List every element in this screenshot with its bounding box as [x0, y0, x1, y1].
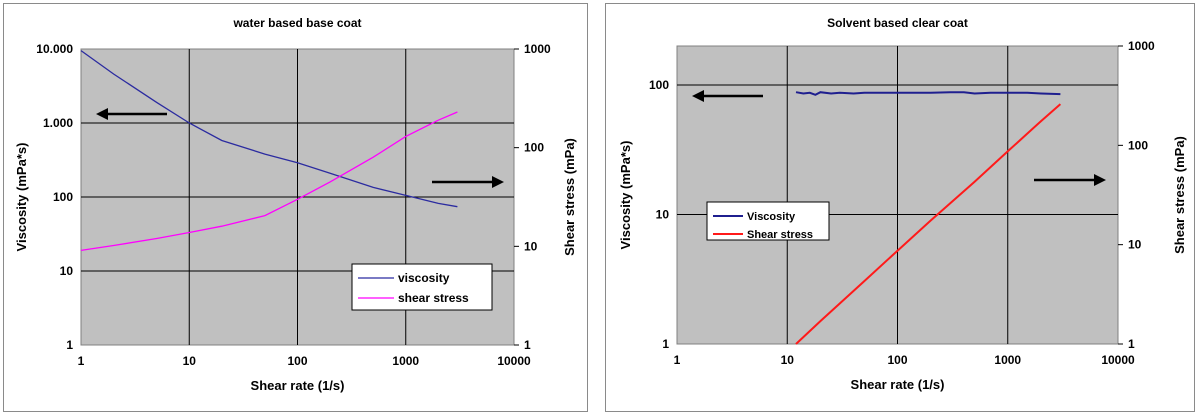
y2-tick-label: 10	[1128, 238, 1142, 252]
chart-title: water based base coat	[232, 16, 361, 30]
arrow-left-head	[96, 108, 108, 120]
y2-tick-label: 10	[524, 239, 538, 253]
y-tick-label: 10.000	[36, 42, 73, 56]
y-tick-label: 1	[66, 338, 73, 352]
y-axis-label: Viscosity (mPa*s)	[14, 143, 29, 252]
x-tick-label: 1000	[392, 354, 419, 368]
chart-title: Solvent based clear coat	[827, 16, 968, 30]
legend-label-viscosity: Viscosity	[747, 211, 796, 223]
y2-axis-label: Shear stress (mPa)	[562, 138, 577, 256]
series-line-shear-stress	[80, 111, 458, 252]
series-line-viscosity	[80, 50, 458, 208]
y2-tick-label: 100	[1128, 138, 1148, 152]
y-tick-label: 10	[60, 264, 74, 278]
y-tick-label: 100	[53, 190, 73, 204]
y2-tick-label: 1000	[1128, 39, 1155, 53]
y-axis-label: Viscosity (mPa*s)	[618, 141, 633, 250]
series-line-viscosity	[795, 91, 1061, 96]
legend-label-viscosity: viscosity	[398, 271, 450, 285]
legend-box	[351, 263, 493, 311]
arrow-right-head	[492, 176, 504, 188]
chart-solvent-based-clear-coat: 1 10 100 1000 10000 1 10 100 1 10 100 1000 Solvent b…	[618, 16, 1187, 392]
y2-tick-label: 1	[524, 338, 531, 352]
x-tick-label: 100	[287, 354, 307, 368]
y-tick-label: 1.000	[43, 116, 73, 130]
x-tick-label: 1000	[994, 353, 1021, 367]
x-tick-label: 10000	[497, 354, 531, 368]
x-tick-label: 100	[887, 353, 907, 367]
arrow-left-head	[692, 90, 704, 102]
x-tick-label: 1	[78, 354, 85, 368]
x-tick-label: 10000	[1101, 353, 1135, 367]
y2-tick-label: 100	[524, 141, 544, 155]
y-tick-label: 100	[649, 78, 669, 92]
x-tick-label: 10	[183, 354, 197, 368]
arrow-right-head	[1094, 174, 1106, 186]
chart-water-based-base-coat: 1 10 100 1000 10000 1 10 100 1.000 10.000 1 10 100 10…	[14, 16, 577, 393]
legend-label-shear-stress: Shear stress	[747, 229, 813, 241]
legend-label-shear-stress: shear stress	[398, 291, 469, 305]
y2-axis-label: Shear stress (mPa)	[1172, 136, 1187, 254]
chart-panel-solvent-based: 1 10 100 1000 10000 1 10 100 1 10 100 1000 Solvent b…	[605, 3, 1195, 412]
y2-tick-label: 1	[1128, 337, 1135, 351]
series-line-shear-stress	[795, 103, 1062, 345]
y-tick-label: 10	[656, 207, 670, 221]
x-tick-label: 1	[674, 353, 681, 367]
chart-panel-water-based: 1 10 100 1000 10000 1 10 100 1.000 10.000 1 10 100 10…	[3, 3, 588, 412]
y2-tick-label: 1000	[524, 42, 551, 56]
x-tick-label: 10	[781, 353, 795, 367]
x-axis-label: Shear rate (1/s)	[251, 378, 345, 393]
x-axis-label: Shear rate (1/s)	[851, 377, 945, 392]
y-tick-label: 1	[662, 337, 669, 351]
